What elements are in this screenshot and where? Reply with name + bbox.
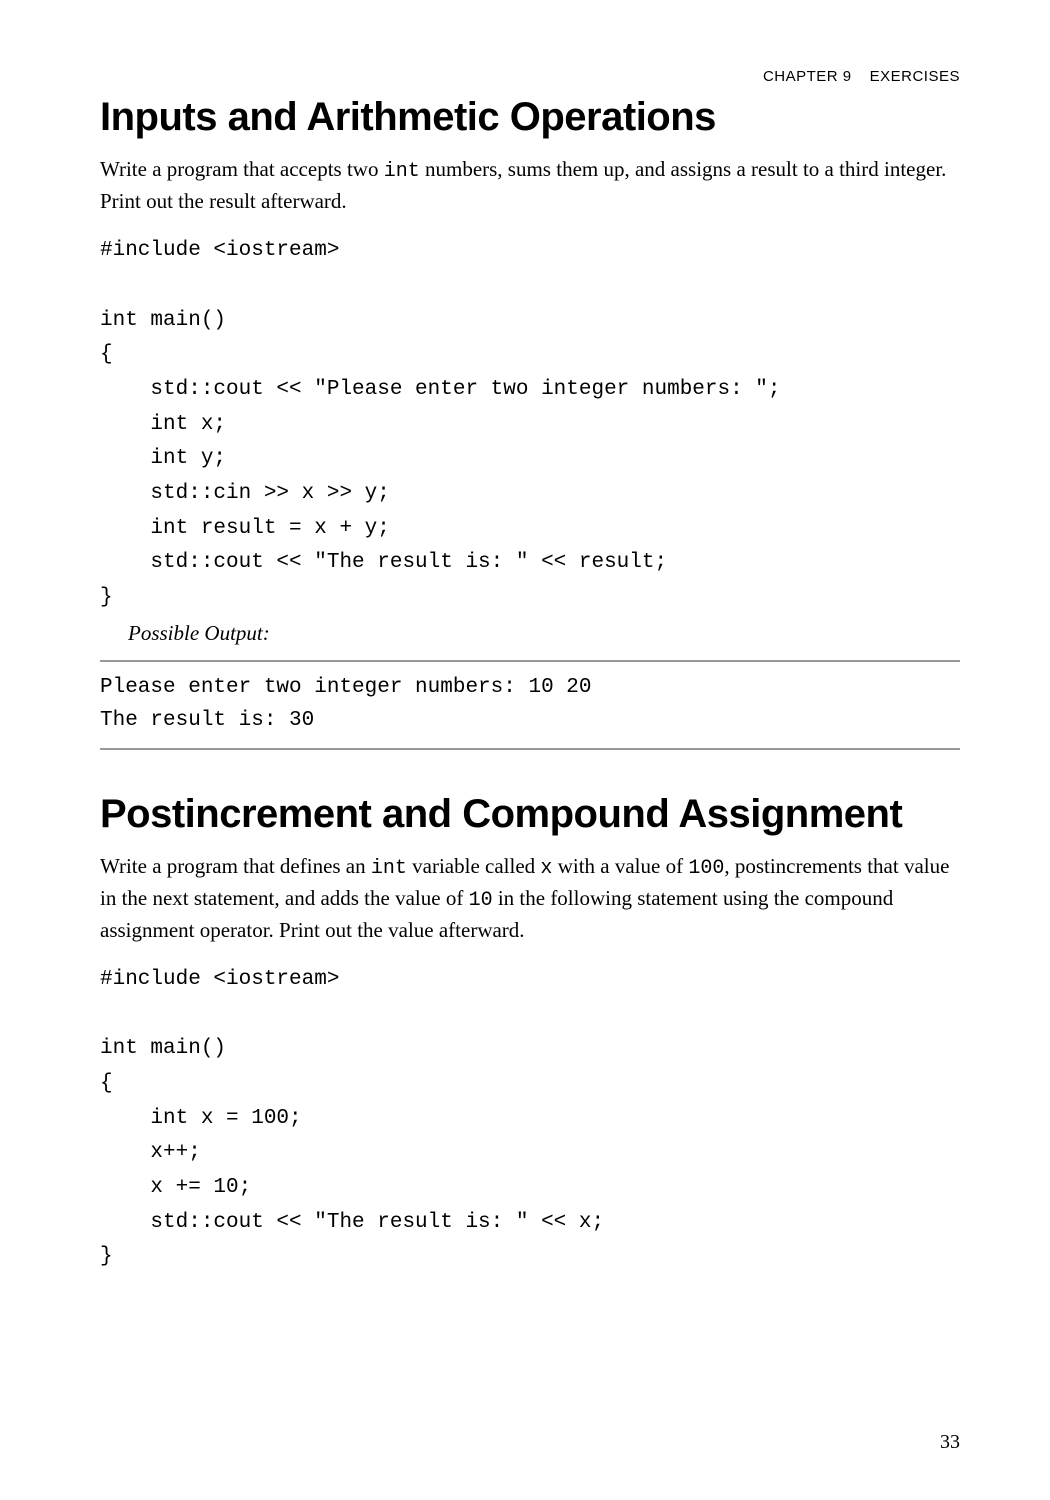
text: with a value of	[552, 854, 688, 878]
section1-title: Inputs and Arithmetic Operations	[100, 95, 960, 140]
inline-code: x	[540, 857, 552, 880]
running-head: CHAPTER 9 EXERCISES	[100, 68, 960, 85]
section2-title: Postincrement and Compound Assignment	[100, 792, 960, 837]
inline-code: 10	[469, 889, 493, 912]
section1-output-block: Please enter two integer numbers: 10 20 …	[100, 660, 960, 749]
inline-code: 100	[688, 857, 724, 880]
text: Write a program that accepts two	[100, 157, 384, 181]
page-number: 33	[940, 1431, 960, 1454]
text: Write a program that defines an	[100, 854, 371, 878]
page: CHAPTER 9 EXERCISES Inputs and Arithmetic…	[0, 0, 1050, 1500]
text: variable called	[407, 854, 541, 878]
chapter-label: CHAPTER 9	[763, 68, 852, 85]
section1-intro: Write a program that accepts two int num…	[100, 154, 960, 216]
section2-code-block: #include <iostream> int main() { int x =…	[100, 963, 960, 1275]
section-label: EXERCISES	[870, 68, 960, 85]
section2-intro: Write a program that defines an int vari…	[100, 851, 960, 945]
section1-code-block: #include <iostream> int main() { std::co…	[100, 234, 960, 615]
inline-code: int	[384, 160, 420, 183]
inline-code: int	[371, 857, 407, 880]
possible-output-label: Possible Output:	[128, 621, 960, 646]
section1-output: Please enter two integer numbers: 10 20 …	[100, 672, 960, 737]
